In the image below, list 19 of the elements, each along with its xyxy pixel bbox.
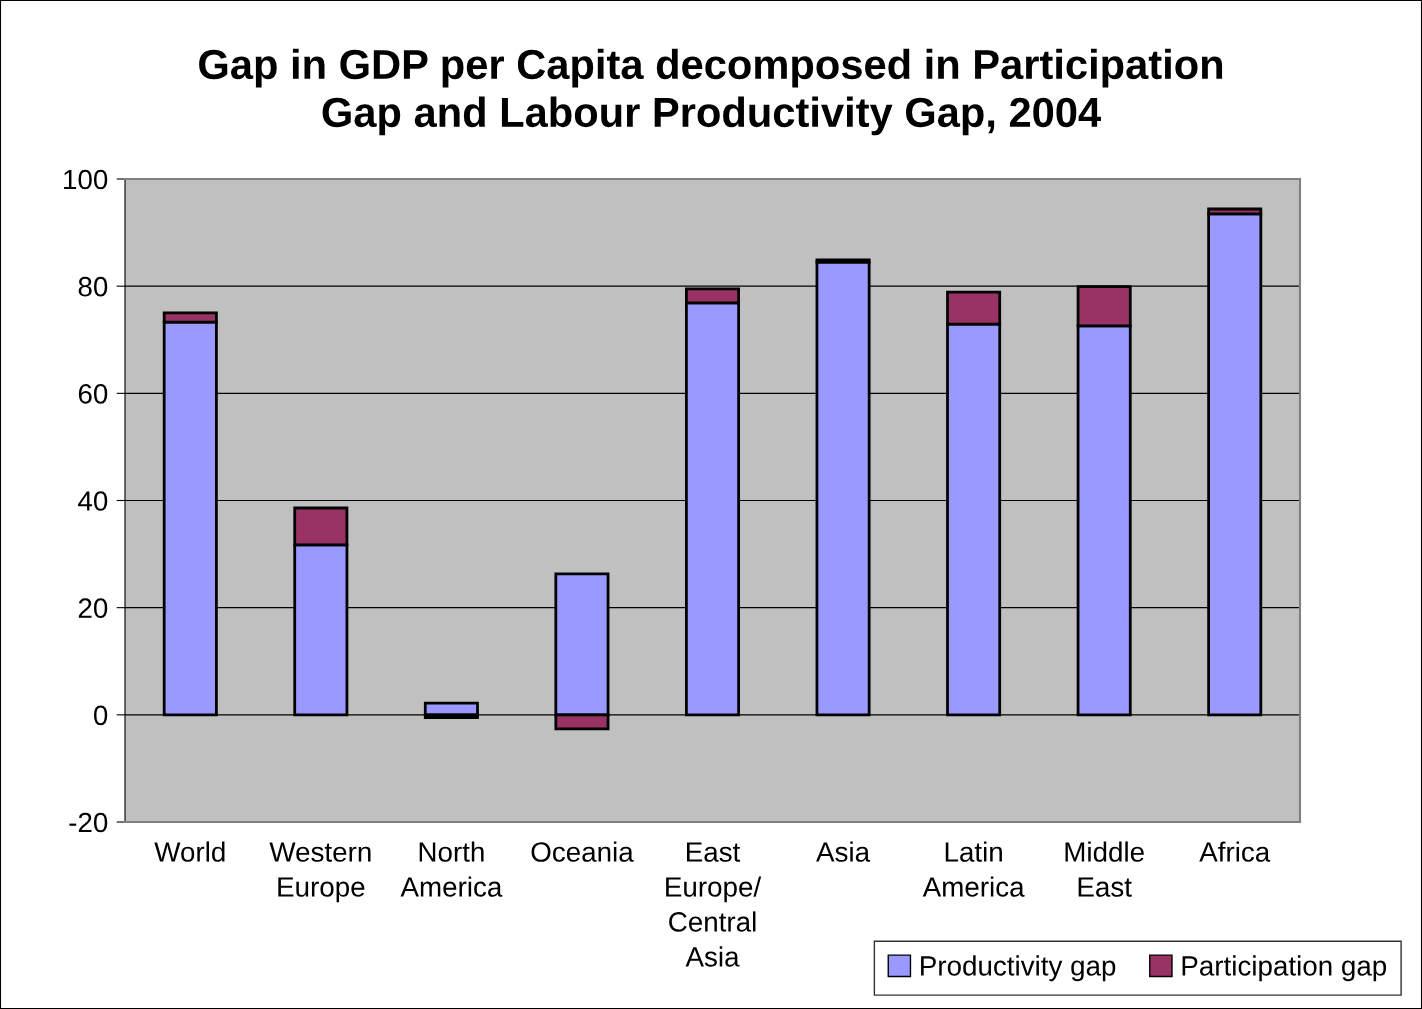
- x-tick-label: World: [154, 841, 225, 862]
- x-tick-label: Asia: [816, 841, 871, 862]
- x-tick-label: Latin America: [922, 841, 1025, 897]
- y-tick-label: 80: [78, 276, 108, 297]
- x-tick-label: Western Europe: [269, 842, 371, 903]
- y-tick-label: 20: [78, 598, 108, 619]
- x-tick-label: East Europe/ Central Asia: [666, 842, 762, 967]
- x-tick-label: Middle East: [1065, 841, 1144, 897]
- x-tick-label: Oceania: [531, 841, 634, 862]
- chart-title: Gap in GDP per Capita decomposed in Participation Gap and Labour Productivity Gap, 2004: [199, 48, 1223, 136]
- legend-label: Participation gap: [1182, 955, 1387, 982]
- y-tick-label: 100: [64, 169, 108, 190]
- y-tick-label: -20: [69, 812, 108, 833]
- y-tick-label: 40: [78, 491, 108, 511]
- x-tick-label: Africa: [1199, 841, 1271, 862]
- x-tick-label: North America: [400, 841, 503, 897]
- y-tick-label: 60: [78, 384, 108, 404]
- legend-label: Productivity gap: [921, 955, 1116, 982]
- y-tick-label: 0: [93, 705, 108, 726]
